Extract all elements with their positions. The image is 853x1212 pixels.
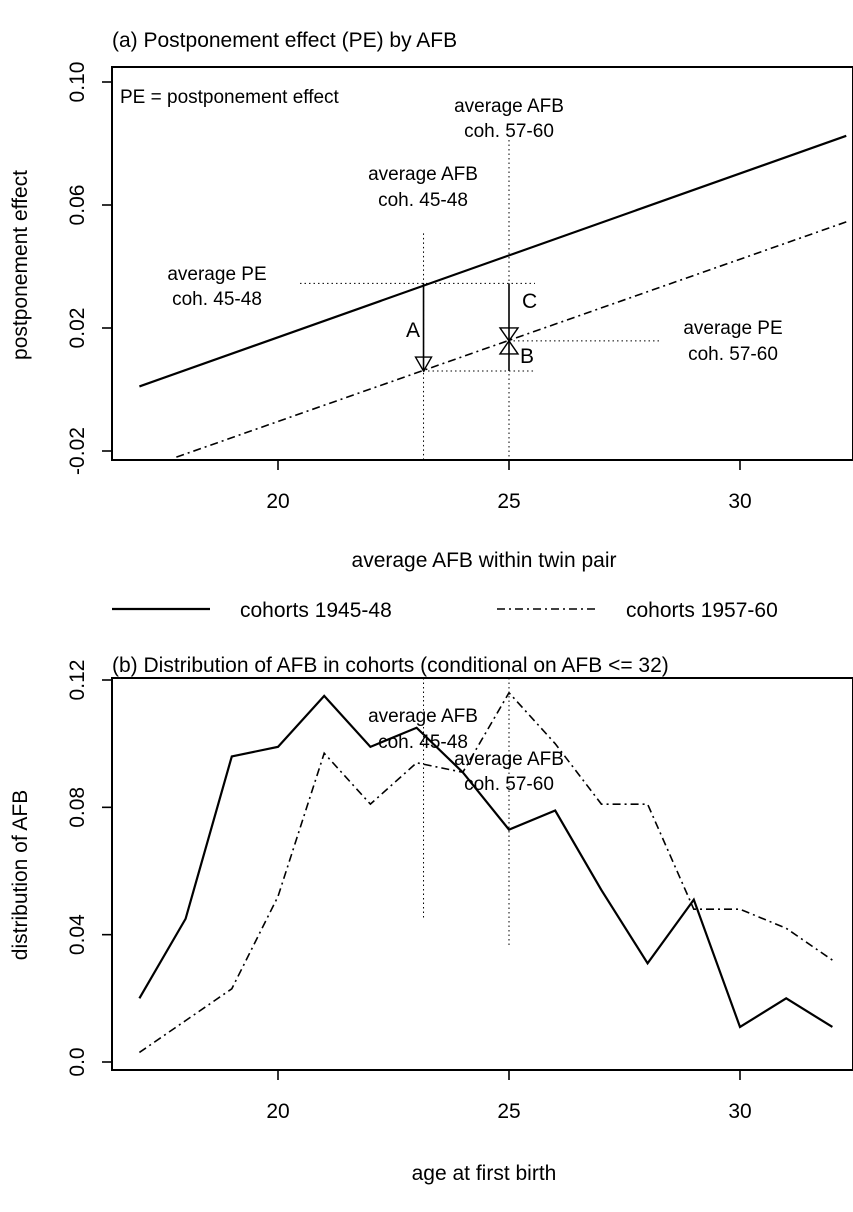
arrow-c-head <box>498 327 520 343</box>
annotation-avg-pe-57-60-line1: average PE <box>683 318 782 339</box>
panel-a-note: PE = postponement effect <box>120 87 340 108</box>
panel-b: (b) Distribution of AFB in cohorts (cond… <box>9 654 853 1185</box>
panel-b-y-tick-label: 0.08 <box>66 787 89 828</box>
annotation-b-avg-afb-45-48-line1: average AFB <box>368 706 478 727</box>
panel-b-x-tick-label: 25 <box>497 1100 520 1123</box>
annotation-avg-afb-57-60-line1: average AFB <box>454 96 564 117</box>
panel-b-y-tick-label: 0.04 <box>66 914 89 955</box>
panel-b-x-tick-label: 20 <box>266 1100 289 1123</box>
arrow-a-head <box>414 356 433 373</box>
panel-b-title: (b) Distribution of AFB in cohorts (cond… <box>112 654 669 677</box>
arrow-b-head <box>498 339 520 355</box>
annotation-b-avg-afb-57-60-line2: coh. 57-60 <box>464 774 554 795</box>
panel-a-x-tick-label: 30 <box>728 490 751 513</box>
marker-label-a: A <box>406 319 420 342</box>
annotation-avg-afb-45-48-line1: average AFB <box>368 164 478 185</box>
panel-a-y-tick-label: 0.06 <box>66 185 89 226</box>
panel-a: (a) Postponement effect (PE) by AFB 20 25… <box>9 29 853 572</box>
panel-b-frame <box>111 677 853 1071</box>
panel-b-x-tick-label: 30 <box>728 1100 751 1123</box>
annotation-avg-pe-45-48-line1: average PE <box>167 264 266 285</box>
panel-b-reference-lines <box>423 678 510 948</box>
annotation-avg-pe-57-60-line2: coh. 57-60 <box>688 344 778 365</box>
panel-a-axes: 20 25 30 -0.02 0.02 0.06 0.10 <box>66 62 752 513</box>
panel-a-y-tick-label: 0.10 <box>66 62 89 103</box>
legend-label-1945-48: cohorts 1945-48 <box>240 599 392 622</box>
panel-a-title: (a) Postponement effect (PE) by AFB <box>112 29 457 52</box>
panel-a-frame <box>111 66 853 461</box>
marker-label-b: B <box>520 345 534 368</box>
panel-a-markers <box>414 283 520 373</box>
panel-a-x-tick-label: 25 <box>497 490 520 513</box>
legend-label-1957-60: cohorts 1957-60 <box>626 599 778 622</box>
panel-b-y-axis-label: distribution of AFB <box>9 790 32 960</box>
panel-a-series-1945-48 <box>139 134 847 388</box>
panel-a-reference-lines <box>300 140 660 460</box>
panel-b-x-axis-label: age at first birth <box>412 1162 557 1185</box>
panel-a-y-tick-label: -0.02 <box>66 427 89 475</box>
panel-b-series <box>138 691 833 1054</box>
panel-a-y-tick-label: 0.02 <box>66 308 89 349</box>
panel-a-series-1957-60 <box>176 221 847 458</box>
marker-label-c: C <box>522 290 537 313</box>
panel-b-series-1945-48 <box>138 694 833 1029</box>
panel-a-series <box>139 134 847 458</box>
panel-b-series-1957-60 <box>138 691 833 1054</box>
annotation-avg-pe-45-48-line2: coh. 45-48 <box>172 289 262 310</box>
panel-b-y-tick-label: 0.0 <box>66 1047 89 1076</box>
annotation-avg-afb-45-48-line2: coh. 45-48 <box>378 190 468 211</box>
annotation-b-avg-afb-57-60-line1: average AFB <box>454 749 564 770</box>
panel-a-x-axis-label: average AFB within twin pair <box>352 549 617 572</box>
annotation-b-avg-afb-45-48-line2: coh. 45-48 <box>378 732 468 753</box>
annotation-avg-afb-57-60-line2: coh. 57-60 <box>464 121 554 142</box>
panel-b-y-tick-label: 0.12 <box>66 660 89 701</box>
panel-a-y-axis-label: postponement effect <box>9 170 32 360</box>
panel-b-axes: 20 25 30 0.0 0.04 0.08 0.12 <box>66 660 752 1123</box>
panel-a-x-tick-label: 20 <box>266 490 289 513</box>
legend: cohorts 1945-48 cohorts 1957-60 <box>112 599 778 622</box>
